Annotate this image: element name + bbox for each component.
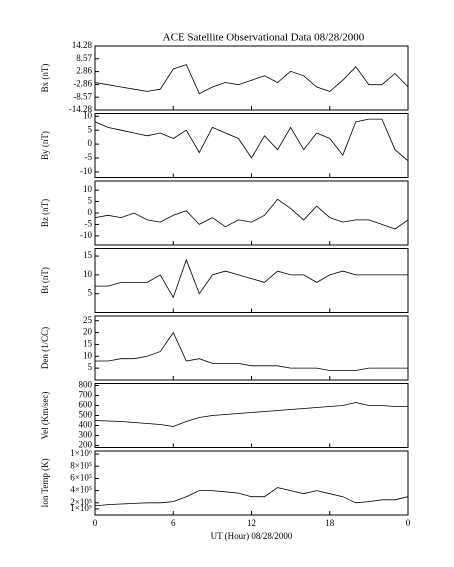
x-axis-label: UT (Hour) 08/28/2000 — [211, 531, 293, 541]
y-tick-label: 0 — [88, 207, 93, 217]
data-line — [95, 331, 408, 371]
y-tick-label: -2.86 — [73, 78, 92, 88]
y-axis-label: By (nT) — [40, 131, 50, 160]
x-tick-label: 0 — [406, 518, 411, 528]
y-tick-label: -5 — [85, 218, 93, 228]
y-tick-label: 10 — [83, 184, 93, 194]
y-tick-label: 500 — [79, 410, 93, 420]
data-line — [94, 402, 408, 427]
y-tick-label: 5 — [88, 288, 93, 298]
chart-title: ACE Satellite Observational Data 08/28/2… — [163, 32, 365, 44]
panel-frame — [94, 248, 409, 313]
y-tick-label: 300 — [79, 430, 93, 440]
data-line — [94, 198, 409, 230]
data-line — [94, 64, 409, 95]
data-line — [94, 118, 409, 162]
x-tick-label: 0 — [93, 518, 98, 528]
y-tick-label: 10 — [83, 269, 93, 279]
y-tick-label: 2.86 — [76, 66, 92, 76]
y-tick-label: 25 — [83, 315, 93, 325]
y-axis-label: Den (1/CC) — [40, 327, 50, 369]
y-tick-label: 2×10⁵ — [70, 497, 92, 507]
panel-frame — [94, 450, 409, 516]
y-tick-label: 4×10⁵ — [70, 485, 92, 495]
x-tick-label: 18 — [325, 518, 335, 528]
y-tick-label: 800 — [79, 380, 93, 390]
y-tick-label: 700 — [79, 390, 93, 400]
y-tick-label: 15 — [83, 250, 93, 260]
y-axis-label: Bz (nT) — [40, 199, 50, 227]
y-tick-label: 6×10⁵ — [70, 472, 92, 482]
y-tick-label: 14.28 — [72, 40, 93, 50]
y-tick-label: 20 — [83, 327, 93, 337]
y-axis-label: Ion Temp (K) — [40, 458, 50, 507]
y-tick-label: 600 — [79, 400, 93, 410]
y-tick-label: 200 — [79, 440, 93, 450]
y-axis-label: Vel (Km/sec) — [40, 392, 50, 440]
y-tick-label: 8.57 — [76, 53, 92, 63]
y-tick-label: 10 — [83, 350, 93, 360]
y-tick-label: 15 — [83, 339, 93, 349]
y-tick-label: 5 — [88, 196, 93, 206]
y-axis-label: Bx (nT) — [40, 64, 50, 93]
y-tick-label: -5 — [85, 152, 93, 162]
y-tick-label: -10 — [80, 230, 92, 240]
y-tick-label: 0 — [88, 138, 93, 148]
panel-frame — [94, 45, 409, 111]
y-tick-label: 400 — [79, 420, 93, 430]
y-tick-label: -8.57 — [73, 91, 92, 101]
data-line — [94, 487, 409, 507]
data-line — [95, 258, 408, 299]
y-tick-label: 5 — [88, 124, 93, 134]
y-axis-label: Bt (nT) — [40, 267, 50, 294]
panel-frame — [94, 113, 409, 178]
y-tick-label: 5 — [88, 362, 93, 372]
panel-frame — [94, 315, 409, 381]
y-tick-label: 8×10⁵ — [70, 460, 92, 470]
y-tick-label: 1×10⁶ — [70, 448, 92, 458]
y-tick-label: -10 — [80, 166, 92, 176]
y-tick-label: 10 — [83, 110, 93, 120]
panel-frame — [94, 180, 409, 246]
y-tick-label: 1×10⁵ — [70, 503, 92, 513]
x-tick-label: 12 — [247, 518, 256, 528]
panel-frame — [94, 383, 409, 448]
y-tick-label: -14.28 — [69, 104, 93, 114]
x-tick-label: 6 — [171, 518, 176, 528]
